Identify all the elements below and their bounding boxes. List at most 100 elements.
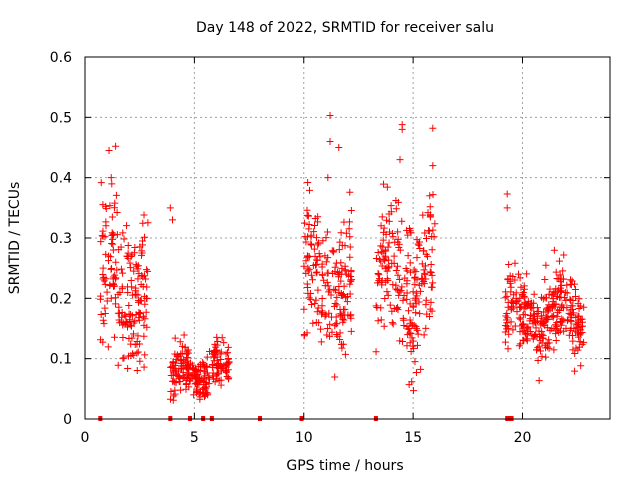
data-point — [210, 353, 218, 361]
data-point — [541, 275, 549, 283]
data-point — [314, 304, 322, 312]
data-point — [127, 253, 135, 261]
data-point — [172, 359, 180, 367]
data-point — [504, 275, 512, 283]
data-point — [372, 302, 380, 310]
data-point — [121, 311, 129, 319]
data-point — [225, 358, 233, 366]
x-tick-label: 15 — [404, 430, 422, 446]
data-point — [222, 350, 230, 358]
data-point — [324, 254, 332, 262]
data-point — [411, 274, 419, 282]
data-point — [380, 228, 388, 236]
data-point — [396, 288, 404, 296]
data-point — [133, 366, 141, 374]
data-point — [320, 276, 328, 284]
data-point — [134, 296, 142, 304]
data-point — [133, 262, 141, 270]
data-point — [134, 332, 142, 340]
data-point — [104, 343, 112, 351]
data-point — [212, 343, 220, 351]
data-point — [520, 327, 528, 335]
data-point — [310, 228, 318, 236]
data-point — [404, 252, 412, 260]
data-point — [403, 267, 411, 275]
data-point — [112, 258, 120, 266]
data-point — [123, 222, 131, 230]
data-point — [379, 243, 387, 251]
data-point — [125, 302, 133, 310]
data-point — [185, 370, 193, 378]
chart-title: Day 148 of 2022, SRMTID for receiver sal… — [196, 20, 494, 36]
data-point — [208, 361, 216, 369]
data-point — [324, 325, 332, 333]
data-point — [119, 269, 127, 277]
data-point — [174, 353, 182, 361]
data-point — [194, 368, 202, 376]
data-point — [304, 267, 312, 275]
data-point — [196, 374, 204, 382]
data-point — [544, 308, 552, 316]
data-point — [572, 344, 580, 352]
data-point — [567, 281, 575, 289]
data-point — [411, 296, 419, 304]
data-point — [97, 179, 105, 187]
data-point — [136, 357, 144, 365]
data-point — [312, 234, 320, 242]
data-point — [407, 268, 415, 276]
data-point — [392, 266, 400, 274]
data-point — [557, 321, 565, 329]
data-point — [303, 253, 311, 261]
data-point — [97, 238, 105, 246]
data-point — [343, 293, 351, 301]
data-point — [127, 276, 135, 284]
data-point — [131, 291, 139, 299]
data-point — [313, 268, 321, 276]
data-point — [576, 338, 584, 346]
data-point — [346, 233, 354, 241]
data-point — [382, 246, 390, 254]
data-point — [520, 292, 528, 300]
data-point — [521, 301, 529, 309]
data-point — [115, 316, 123, 324]
data-point — [139, 313, 147, 321]
data-point — [575, 305, 583, 313]
data-point — [513, 298, 521, 306]
data-point — [503, 204, 511, 212]
data-point — [543, 324, 551, 332]
data-point — [201, 384, 209, 392]
data-point — [571, 293, 579, 301]
data-point — [332, 313, 340, 321]
data-point — [394, 228, 402, 236]
data-point — [97, 311, 105, 319]
data-point — [190, 365, 198, 373]
data-point — [180, 355, 188, 363]
data-point — [304, 178, 312, 186]
data-point — [501, 328, 509, 336]
data-point — [325, 309, 333, 317]
data-point — [427, 268, 435, 276]
data-point — [347, 276, 355, 284]
data-point — [505, 261, 513, 269]
data-point — [189, 364, 197, 372]
data-point — [333, 330, 341, 338]
data-point — [173, 367, 181, 375]
data-point — [406, 339, 414, 347]
data-point — [550, 346, 558, 354]
data-point — [424, 252, 432, 260]
data-point — [389, 229, 397, 237]
data-point — [574, 300, 582, 308]
data-point — [203, 363, 211, 371]
data-point — [196, 395, 204, 403]
data-point — [332, 320, 340, 328]
data-point — [107, 174, 115, 182]
data-point — [225, 374, 233, 382]
data-point — [143, 266, 151, 274]
data-point — [137, 280, 145, 288]
y-tick-label: 0.4 — [50, 171, 72, 187]
data-point — [519, 320, 527, 328]
data-point — [109, 280, 117, 288]
data-point — [534, 356, 542, 364]
data-point — [106, 281, 114, 289]
data-point — [109, 246, 117, 254]
